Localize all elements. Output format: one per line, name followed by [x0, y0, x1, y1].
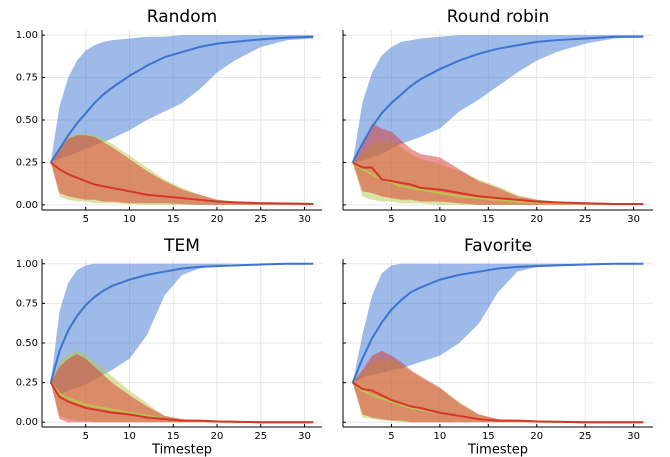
band [352, 123, 644, 205]
subplot-title: Random [147, 7, 217, 27]
x-tick-label: 20 [211, 214, 224, 225]
y-tick-label: 0.75 [16, 73, 38, 84]
x-tick-label: 5 [388, 214, 394, 225]
y-tick-label: 0.00 [16, 200, 38, 211]
series-line [352, 381, 644, 424]
x-tick-label: 30 [627, 431, 640, 442]
x-tick-label: 15 [167, 431, 180, 442]
subplot-title: Favorite [464, 236, 532, 256]
subplot-title: Round robin [447, 7, 550, 27]
y-tick-label: 1.00 [16, 30, 38, 41]
series-line [50, 161, 314, 206]
band [352, 350, 644, 423]
x-tick-label: 30 [298, 431, 311, 442]
band [352, 35, 644, 163]
band [352, 263, 644, 383]
series-line [49, 262, 314, 383]
x-axis-label: Timestep [467, 443, 528, 457]
x-tick-label: 10 [123, 214, 136, 225]
band [50, 35, 314, 163]
x-axis-label: Timestep [151, 443, 212, 457]
y-tick-label: 0.75 [16, 298, 38, 309]
x-tick-label: 10 [434, 431, 447, 442]
series-line [49, 382, 314, 424]
x-tick-label: 20 [530, 214, 543, 225]
x-tick-label: 30 [627, 214, 640, 225]
y-tick-label: 0.50 [16, 115, 38, 126]
x-tick-label: 5 [83, 214, 89, 225]
x-tick-label: 25 [254, 214, 267, 225]
y-tick-label: 0.25 [16, 378, 38, 389]
x-tick-label: 15 [482, 214, 495, 225]
band [50, 263, 314, 394]
series-line [49, 35, 314, 163]
x-tick-label: 25 [254, 431, 267, 442]
x-tick-label: 5 [83, 431, 89, 442]
band [50, 135, 314, 205]
y-tick-label: 0.50 [16, 338, 38, 349]
x-tick-label: 10 [123, 431, 136, 442]
subplot-title: TEM [163, 236, 200, 256]
band [50, 354, 314, 423]
x-tick-label: 10 [434, 214, 447, 225]
series-line [352, 161, 644, 206]
y-tick-label: 0.25 [16, 157, 38, 168]
x-tick-label: 5 [388, 431, 394, 442]
y-tick-label: 0.00 [16, 417, 38, 428]
x-tick-label: 30 [298, 214, 311, 225]
x-tick-label: 20 [530, 431, 543, 442]
x-tick-label: 25 [579, 214, 592, 225]
series-line [351, 262, 644, 384]
x-tick-label: 15 [167, 214, 180, 225]
y-tick-label: 1.00 [16, 259, 38, 270]
x-tick-label: 15 [482, 431, 495, 442]
series-line [351, 35, 644, 163]
x-tick-label: 25 [579, 431, 592, 442]
x-tick-label: 20 [211, 431, 224, 442]
